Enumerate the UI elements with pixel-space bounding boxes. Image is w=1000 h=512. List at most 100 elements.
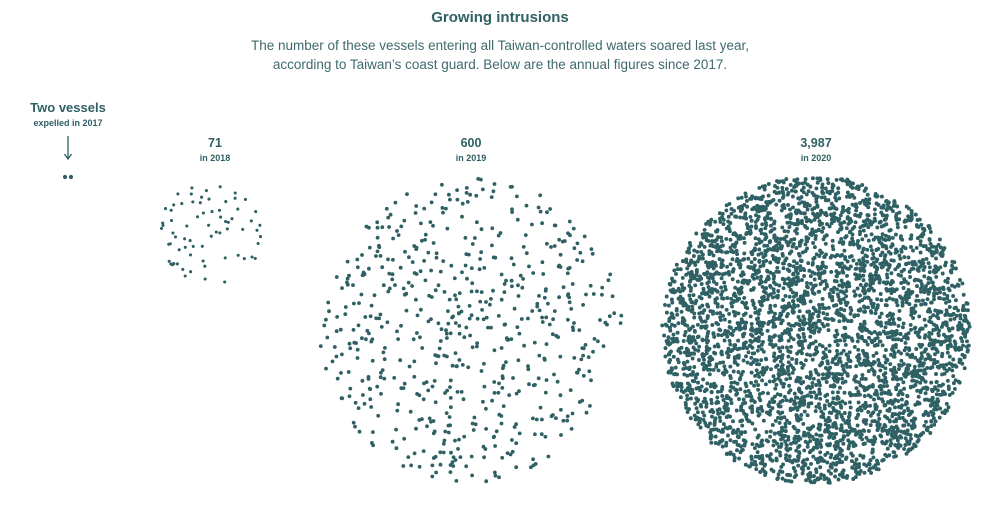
vessel-dot-2020 bbox=[894, 370, 899, 375]
vessel-dot-2020 bbox=[871, 255, 876, 260]
vessel-dot-2020 bbox=[794, 361, 799, 365]
vessel-dot-2020 bbox=[802, 335, 807, 339]
vessel-dot-2019 bbox=[442, 353, 447, 358]
vessel-dot-2019 bbox=[575, 241, 580, 246]
vessel-dot-2020 bbox=[818, 248, 823, 253]
vessel-dot-2020 bbox=[701, 367, 706, 372]
vessel-dot-2019 bbox=[479, 290, 484, 294]
vessel-dot-2019 bbox=[453, 321, 458, 325]
vessel-dot-2020 bbox=[840, 177, 845, 182]
vessel-dot-2019 bbox=[379, 325, 384, 329]
vessel-dot-2020 bbox=[692, 365, 697, 369]
vessel-dot-2020 bbox=[947, 299, 952, 304]
vessel-dot-2020 bbox=[844, 226, 849, 231]
vessel-dot-2020 bbox=[925, 386, 930, 391]
vessel-dot-2020 bbox=[893, 337, 898, 342]
vessel-dot-2020 bbox=[870, 362, 875, 366]
vessel-dot-2020 bbox=[753, 373, 758, 378]
vessel-dot-2020 bbox=[847, 422, 852, 426]
vessel-dot-2020 bbox=[837, 283, 842, 288]
vessel-dot-2020 bbox=[764, 223, 769, 227]
vessel-dot-2020 bbox=[956, 379, 961, 384]
vessel-dot-2019 bbox=[398, 265, 403, 270]
vessel-dot-2020 bbox=[783, 456, 788, 461]
vessel-dot-2018 bbox=[161, 221, 165, 225]
vessel-dot-2020 bbox=[783, 439, 788, 444]
vessel-dot-2019 bbox=[470, 242, 475, 246]
vessel-dot-2020 bbox=[914, 347, 919, 351]
vessel-dot-2020 bbox=[835, 352, 840, 357]
vessel-dot-2020 bbox=[674, 336, 679, 341]
vessel-dot-2020 bbox=[668, 370, 673, 375]
vessel-dot-2019 bbox=[479, 227, 484, 232]
vessel-dot-2020 bbox=[750, 194, 755, 199]
vessel-dot-2019 bbox=[475, 341, 479, 346]
vessel-dot-2020 bbox=[738, 387, 743, 392]
vessel-dot-2020 bbox=[928, 241, 933, 246]
vessel-dot-2020 bbox=[912, 326, 917, 331]
vessel-dot-2019 bbox=[557, 295, 561, 300]
vessel-dot-2020 bbox=[796, 278, 801, 283]
vessel-dot-2020 bbox=[876, 396, 881, 401]
vessel-dot-2019 bbox=[429, 268, 433, 273]
vessel-dot-2019 bbox=[387, 271, 392, 276]
vessel-dot-2020 bbox=[688, 297, 693, 302]
vessel-dot-2020 bbox=[759, 231, 764, 236]
vessel-dot-2020 bbox=[757, 335, 761, 340]
vessel-dot-2020 bbox=[917, 314, 922, 319]
vessel-dot-2020 bbox=[829, 201, 834, 206]
vessel-dot-2020 bbox=[724, 236, 729, 241]
vessel-dot-2018 bbox=[207, 197, 211, 201]
vessel-dot-2020 bbox=[866, 410, 871, 414]
vessel-dot-2020 bbox=[797, 400, 802, 405]
vessel-dot-2020 bbox=[757, 330, 762, 335]
vessel-dot-2020 bbox=[926, 261, 931, 266]
vessel-dot-2019 bbox=[448, 197, 452, 202]
vessel-dot-2020 bbox=[856, 392, 861, 397]
vessel-dot-2020 bbox=[875, 460, 880, 465]
vessel-dot-2019 bbox=[447, 297, 452, 302]
vessel-dot-2019 bbox=[434, 470, 438, 475]
vessel-dot-2019 bbox=[460, 201, 465, 206]
vessel-dot-2020 bbox=[863, 253, 868, 258]
vessel-dot-2019 bbox=[542, 358, 547, 362]
vessel-dot-2020 bbox=[823, 376, 827, 381]
vessel-dot-2020 bbox=[692, 315, 697, 320]
vessel-dot-2020 bbox=[721, 398, 726, 402]
vessel-dot-2020 bbox=[834, 401, 838, 406]
vessel-dot-2020 bbox=[756, 237, 761, 242]
vessel-dot-2020 bbox=[816, 313, 821, 318]
vessel-dot-2019 bbox=[515, 194, 519, 199]
vessel-dot-2019 bbox=[500, 455, 505, 460]
vessel-dot-2020 bbox=[774, 448, 779, 453]
vessel-dot-2020 bbox=[936, 287, 941, 292]
vessel-dot-2020 bbox=[788, 350, 793, 354]
vessel-dot-2019 bbox=[346, 370, 351, 374]
vessel-dot-2019 bbox=[454, 297, 459, 302]
vessel-dot-2020 bbox=[692, 338, 697, 343]
vessel-dot-2019 bbox=[384, 206, 389, 211]
vessel-dot-2020 bbox=[930, 346, 935, 351]
vessel-dot-2020 bbox=[789, 221, 794, 226]
vessel-dot-2020 bbox=[871, 353, 876, 358]
vessel-dot-2020 bbox=[826, 367, 831, 372]
vessel-dot-2020 bbox=[740, 423, 745, 428]
vessel-dot-2019 bbox=[431, 223, 435, 228]
vessel-dot-2020 bbox=[789, 397, 794, 402]
vessel-dot-2020 bbox=[750, 351, 755, 356]
vessel-dot-2018 bbox=[255, 228, 259, 232]
vessel-dot-2020 bbox=[870, 220, 875, 225]
vessel-dot-2018 bbox=[209, 234, 213, 238]
vessel-dot-2020 bbox=[798, 318, 803, 323]
vessel-dot-2020 bbox=[942, 371, 947, 376]
vessel-dot-2020 bbox=[837, 319, 842, 324]
vessel-dot-2020 bbox=[790, 194, 795, 199]
vessel-dot-2020 bbox=[679, 385, 684, 390]
vessel-dot-2020 bbox=[744, 194, 748, 199]
vessel-dot-2020 bbox=[781, 266, 786, 271]
vessel-dot-2019 bbox=[447, 415, 452, 419]
vessel-dot-2019 bbox=[343, 305, 348, 309]
vessel-dot-2020 bbox=[776, 355, 781, 359]
vessel-dot-2020 bbox=[816, 289, 821, 294]
vessel-dot-2020 bbox=[837, 400, 842, 405]
